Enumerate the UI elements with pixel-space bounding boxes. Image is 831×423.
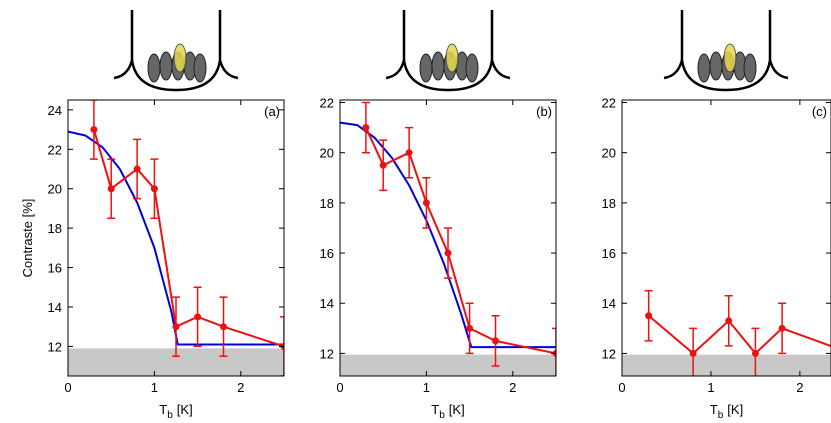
trap-icon [384,8,512,92]
x-axis-label: Tb [K] [159,402,192,421]
data-point [220,323,228,331]
trap-icon [112,8,240,92]
x-label-sub: b [439,410,445,421]
plot-area [68,100,284,376]
x-tick-label: 2 [509,380,516,395]
data-point [90,126,98,134]
x-tick-label: 1 [707,380,714,395]
y-tick-label: 14 [602,296,616,311]
x-axis-label: Tb [K] [431,402,464,421]
data-point [379,161,387,169]
trap-icon [662,8,790,92]
y-tick-label: 18 [320,196,334,211]
data-point [107,185,115,193]
data-point [725,317,733,325]
y-tick-label: 18 [48,221,62,236]
noise-band [340,354,556,376]
y-axis-label: Contraste [%] [20,199,35,278]
y-tick-label: 16 [48,261,62,276]
noise-band [622,354,831,376]
panel-label: (b) [536,104,552,119]
data-point [422,199,430,207]
x-label-unit: [K] [449,402,465,417]
error-bar [280,316,284,376]
data-point [466,324,474,332]
y-tick-label: 18 [602,196,616,211]
axes-box [67,99,285,377]
y-tick-label: 24 [48,103,62,118]
x-tick-label: 0 [336,380,343,395]
x-tick-label: 1 [151,380,158,395]
data-point [751,349,759,357]
data-point [172,323,180,331]
x-tick-label: 2 [796,380,803,395]
plot-area [622,289,831,376]
data-point [362,124,370,132]
data-point [689,349,697,357]
y-tick-label: 12 [48,339,62,354]
axes-box [621,99,831,377]
x-label-unit: [K] [177,402,193,417]
y-tick-label: 16 [320,246,334,261]
y-tick-label: 20 [48,182,62,197]
x-tick-label: 0 [618,380,625,395]
measurement-line [92,129,284,348]
data-point [645,312,653,320]
error-bar [552,327,556,376]
axes-box [339,99,557,377]
data-point [778,324,786,332]
data-point [444,249,452,257]
x-tick-label: 2 [237,380,244,395]
x-label-main: T [431,402,439,417]
x-label-main: T [159,402,167,417]
panel-label: (a) [264,104,280,119]
y-tick-label: 22 [48,142,62,157]
x-axis-label: Tb [K] [710,402,743,421]
y-tick-label: 12 [602,346,616,361]
y-tick-label: 12 [320,346,334,361]
y-tick-label: 20 [320,146,334,161]
y-tick-label: 22 [602,96,616,111]
y-tick-label: 22 [320,96,334,111]
x-label-sub: b [718,410,724,421]
y-tick-label: 16 [602,246,616,261]
x-label-unit: [K] [727,402,743,417]
data-point [405,149,413,157]
data-point [133,165,141,173]
x-tick-label: 0 [64,380,71,395]
data-point [150,185,158,193]
data-point [194,313,202,321]
x-label-main: T [710,402,718,417]
y-tick-label: 14 [48,300,62,315]
y-tick-label: 20 [602,146,616,161]
x-tick-label: 1 [423,380,430,395]
y-tick-label: 14 [320,296,334,311]
x-label-sub: b [167,410,173,421]
plot-area [340,101,556,376]
data-point [492,337,500,345]
measurement-line [648,315,831,355]
measurement-line [365,127,556,355]
panel-label: (c) [812,104,827,119]
